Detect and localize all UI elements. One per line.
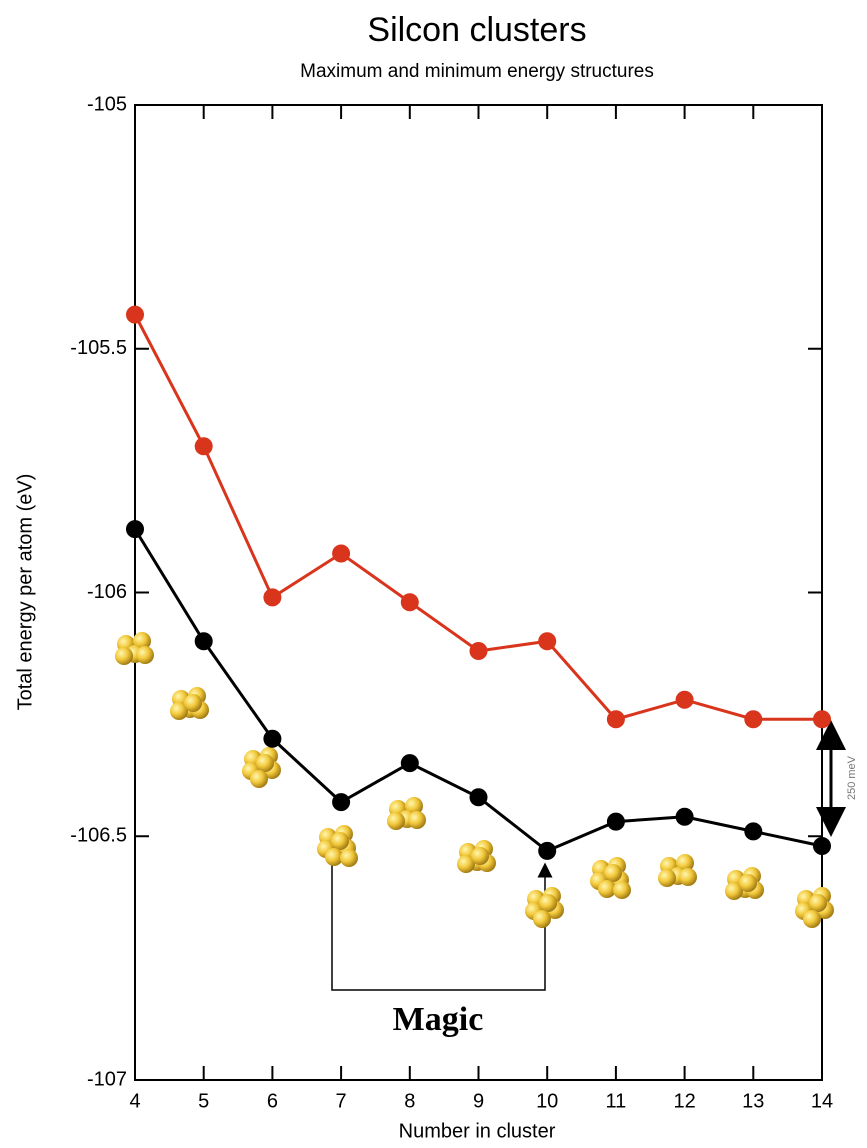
cluster-atom: [256, 754, 274, 772]
y-tick-label: -106: [87, 581, 127, 603]
x-tick-label: 7: [336, 1090, 347, 1112]
y-tick-label: -107: [87, 1068, 127, 1090]
cluster-atom: [598, 880, 616, 898]
data-point: [194, 437, 213, 456]
cluster-atom: [803, 910, 821, 928]
cluster-atom: [658, 869, 676, 887]
data-point: [606, 710, 625, 729]
x-tick-label: 6: [267, 1090, 278, 1112]
data-point: [400, 754, 419, 773]
cluster-atom: [471, 847, 489, 865]
cluster-atom: [184, 694, 202, 712]
data-point: [126, 305, 144, 324]
data-point: [744, 710, 763, 729]
chart-title: Silcon clusters: [367, 11, 586, 49]
x-axis-label: Number in cluster: [399, 1120, 556, 1142]
data-point: [813, 837, 831, 855]
cluster-atom: [331, 832, 349, 850]
y-tick-label: -106.5: [70, 825, 127, 847]
magic-bracket: [324, 837, 553, 991]
cluster-atom: [387, 812, 405, 830]
cluster-atom: [809, 894, 827, 912]
cluster-atom: [325, 848, 343, 866]
data-point: [538, 632, 557, 651]
cluster-atom: [340, 849, 358, 867]
data-point: [469, 642, 488, 660]
x-tick-label: 9: [473, 1090, 484, 1112]
x-tick-label: 4: [129, 1090, 140, 1112]
cluster-atom: [457, 855, 475, 873]
x-tick-label: 14: [811, 1090, 833, 1112]
cluster-atom: [408, 811, 426, 829]
x-tick-label: 5: [198, 1090, 209, 1112]
data-point: [332, 793, 351, 812]
cluster-atom: [170, 702, 188, 720]
y-axis-label: Total energy per atom (eV): [14, 474, 36, 711]
data-point: [400, 593, 419, 612]
data-point: [606, 812, 625, 831]
y-tick-label: -105: [87, 93, 127, 115]
x-tick-label: 11: [606, 1090, 627, 1112]
data-point: [263, 729, 282, 748]
cluster-atom: [533, 910, 551, 928]
cluster-atom: [604, 864, 622, 882]
cluster-atom: [136, 646, 154, 664]
y-tick-label: -105.5: [70, 337, 127, 359]
cluster-atom: [739, 874, 757, 892]
cluster-atom: [115, 647, 133, 665]
x-tick-label: 13: [742, 1090, 764, 1112]
data-point: [744, 822, 763, 841]
cluster-atom: [679, 868, 697, 886]
data-point: [469, 788, 488, 807]
cluster-atom: [250, 770, 268, 788]
data-point: [126, 520, 144, 539]
x-tick-label: 8: [404, 1090, 415, 1112]
x-tick-label: 10: [536, 1090, 558, 1112]
cluster-atom: [725, 882, 743, 900]
plot-frame: [134, 104, 823, 1081]
data-point: [675, 690, 694, 709]
data-point: [332, 544, 351, 563]
x-tick-label: 12: [673, 1090, 695, 1112]
data-point: [675, 807, 694, 826]
cluster-atom: [613, 881, 631, 899]
cluster-atom: [539, 894, 557, 912]
annotation: Magic: [393, 1001, 484, 1038]
annotation: 250 meV: [846, 755, 858, 800]
data-point: [813, 710, 831, 729]
data-point: [194, 632, 213, 651]
data-point: [263, 588, 282, 607]
chart-subtitle: Maximum and minimum energy structures: [300, 61, 654, 82]
data-point: [538, 841, 557, 860]
